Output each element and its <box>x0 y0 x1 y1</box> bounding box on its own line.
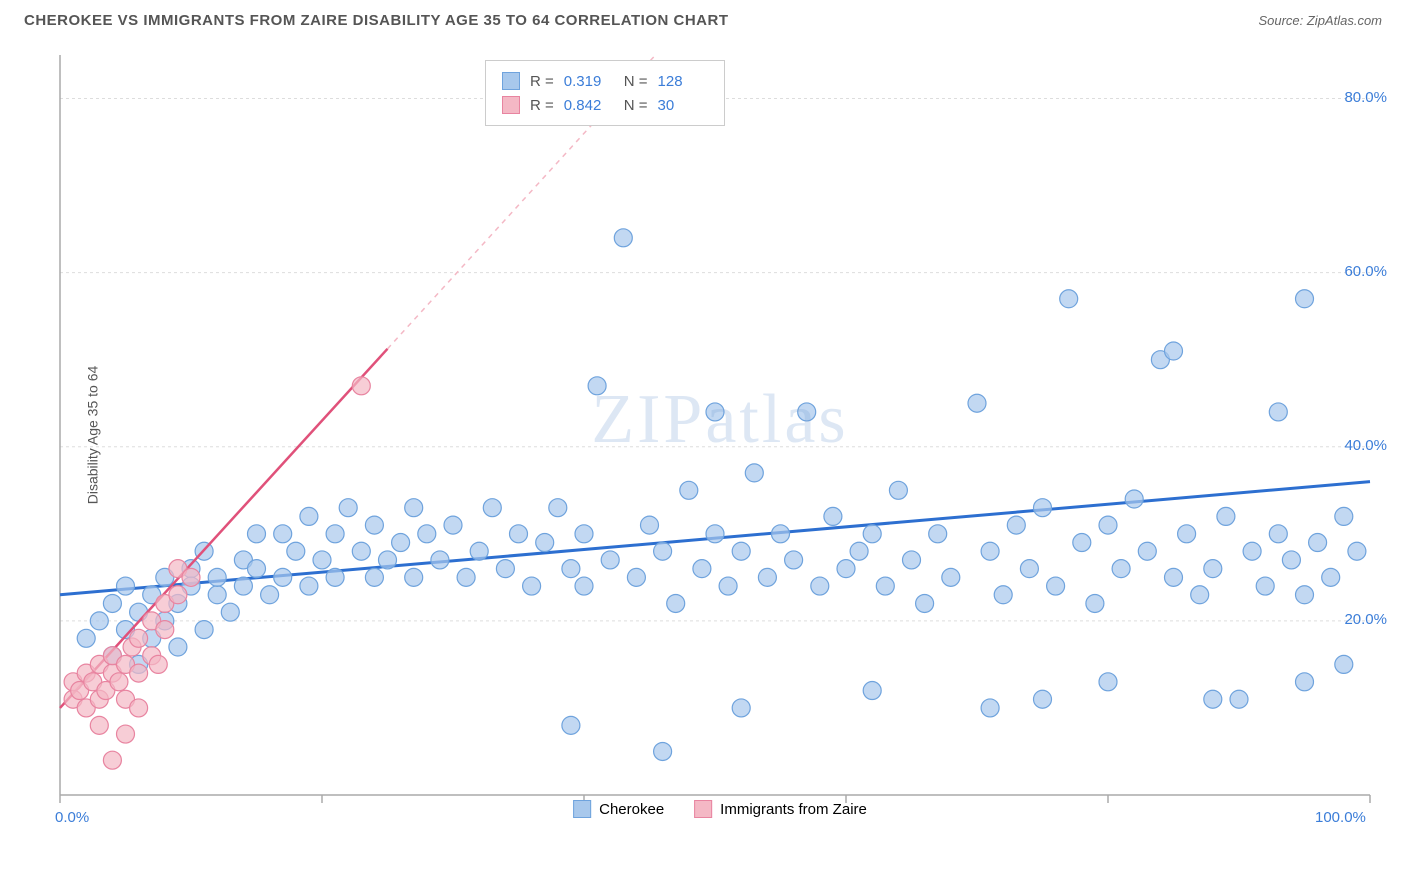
y-tick-40: 40.0% <box>1344 437 1387 454</box>
legend-label: Cherokee <box>599 801 664 818</box>
stats-row-zaire: R = 0.842 N = 30 <box>502 93 708 117</box>
stats-swatch-cherokee <box>502 72 520 90</box>
stats-row-cherokee: R = 0.319 N = 128 <box>502 69 708 93</box>
y-tick-20: 20.0% <box>1344 611 1387 628</box>
chart-source: Source: ZipAtlas.com <box>1258 13 1382 28</box>
stats-box: R = 0.319 N = 128 R = 0.842 N = 30 <box>485 60 725 126</box>
x-tick-0: 0.0% <box>55 809 89 826</box>
stats-swatch-zaire <box>502 96 520 114</box>
chart-header: CHEROKEE VS IMMIGRANTS FROM ZAIRE DISABI… <box>0 0 1406 37</box>
y-tick-60: 60.0% <box>1344 263 1387 280</box>
legend-item-zaire: Immigrants from Zaire <box>694 800 867 818</box>
legend-swatch-zaire <box>694 800 712 818</box>
stats-r-label: R = <box>530 97 554 114</box>
stats-n-value: 128 <box>658 73 708 90</box>
stats-n-value: 30 <box>658 97 708 114</box>
y-tick-80: 80.0% <box>1344 89 1387 106</box>
bottom-legend: Cherokee Immigrants from Zaire <box>573 800 867 818</box>
stats-r-value: 0.842 <box>564 97 614 114</box>
scatter-plot <box>55 50 1385 820</box>
chart-title: CHEROKEE VS IMMIGRANTS FROM ZAIRE DISABI… <box>24 12 729 29</box>
x-tick-100: 100.0% <box>1315 809 1366 826</box>
stats-n-label: N = <box>624 73 648 90</box>
stats-n-label: N = <box>624 97 648 114</box>
stats-r-label: R = <box>530 73 554 90</box>
chart-container: Disability Age 35 to 64 ZIPatlas R = 0.3… <box>55 50 1385 820</box>
legend-item-cherokee: Cherokee <box>573 800 664 818</box>
legend-label: Immigrants from Zaire <box>720 801 867 818</box>
stats-r-value: 0.319 <box>564 73 614 90</box>
legend-swatch-cherokee <box>573 800 591 818</box>
